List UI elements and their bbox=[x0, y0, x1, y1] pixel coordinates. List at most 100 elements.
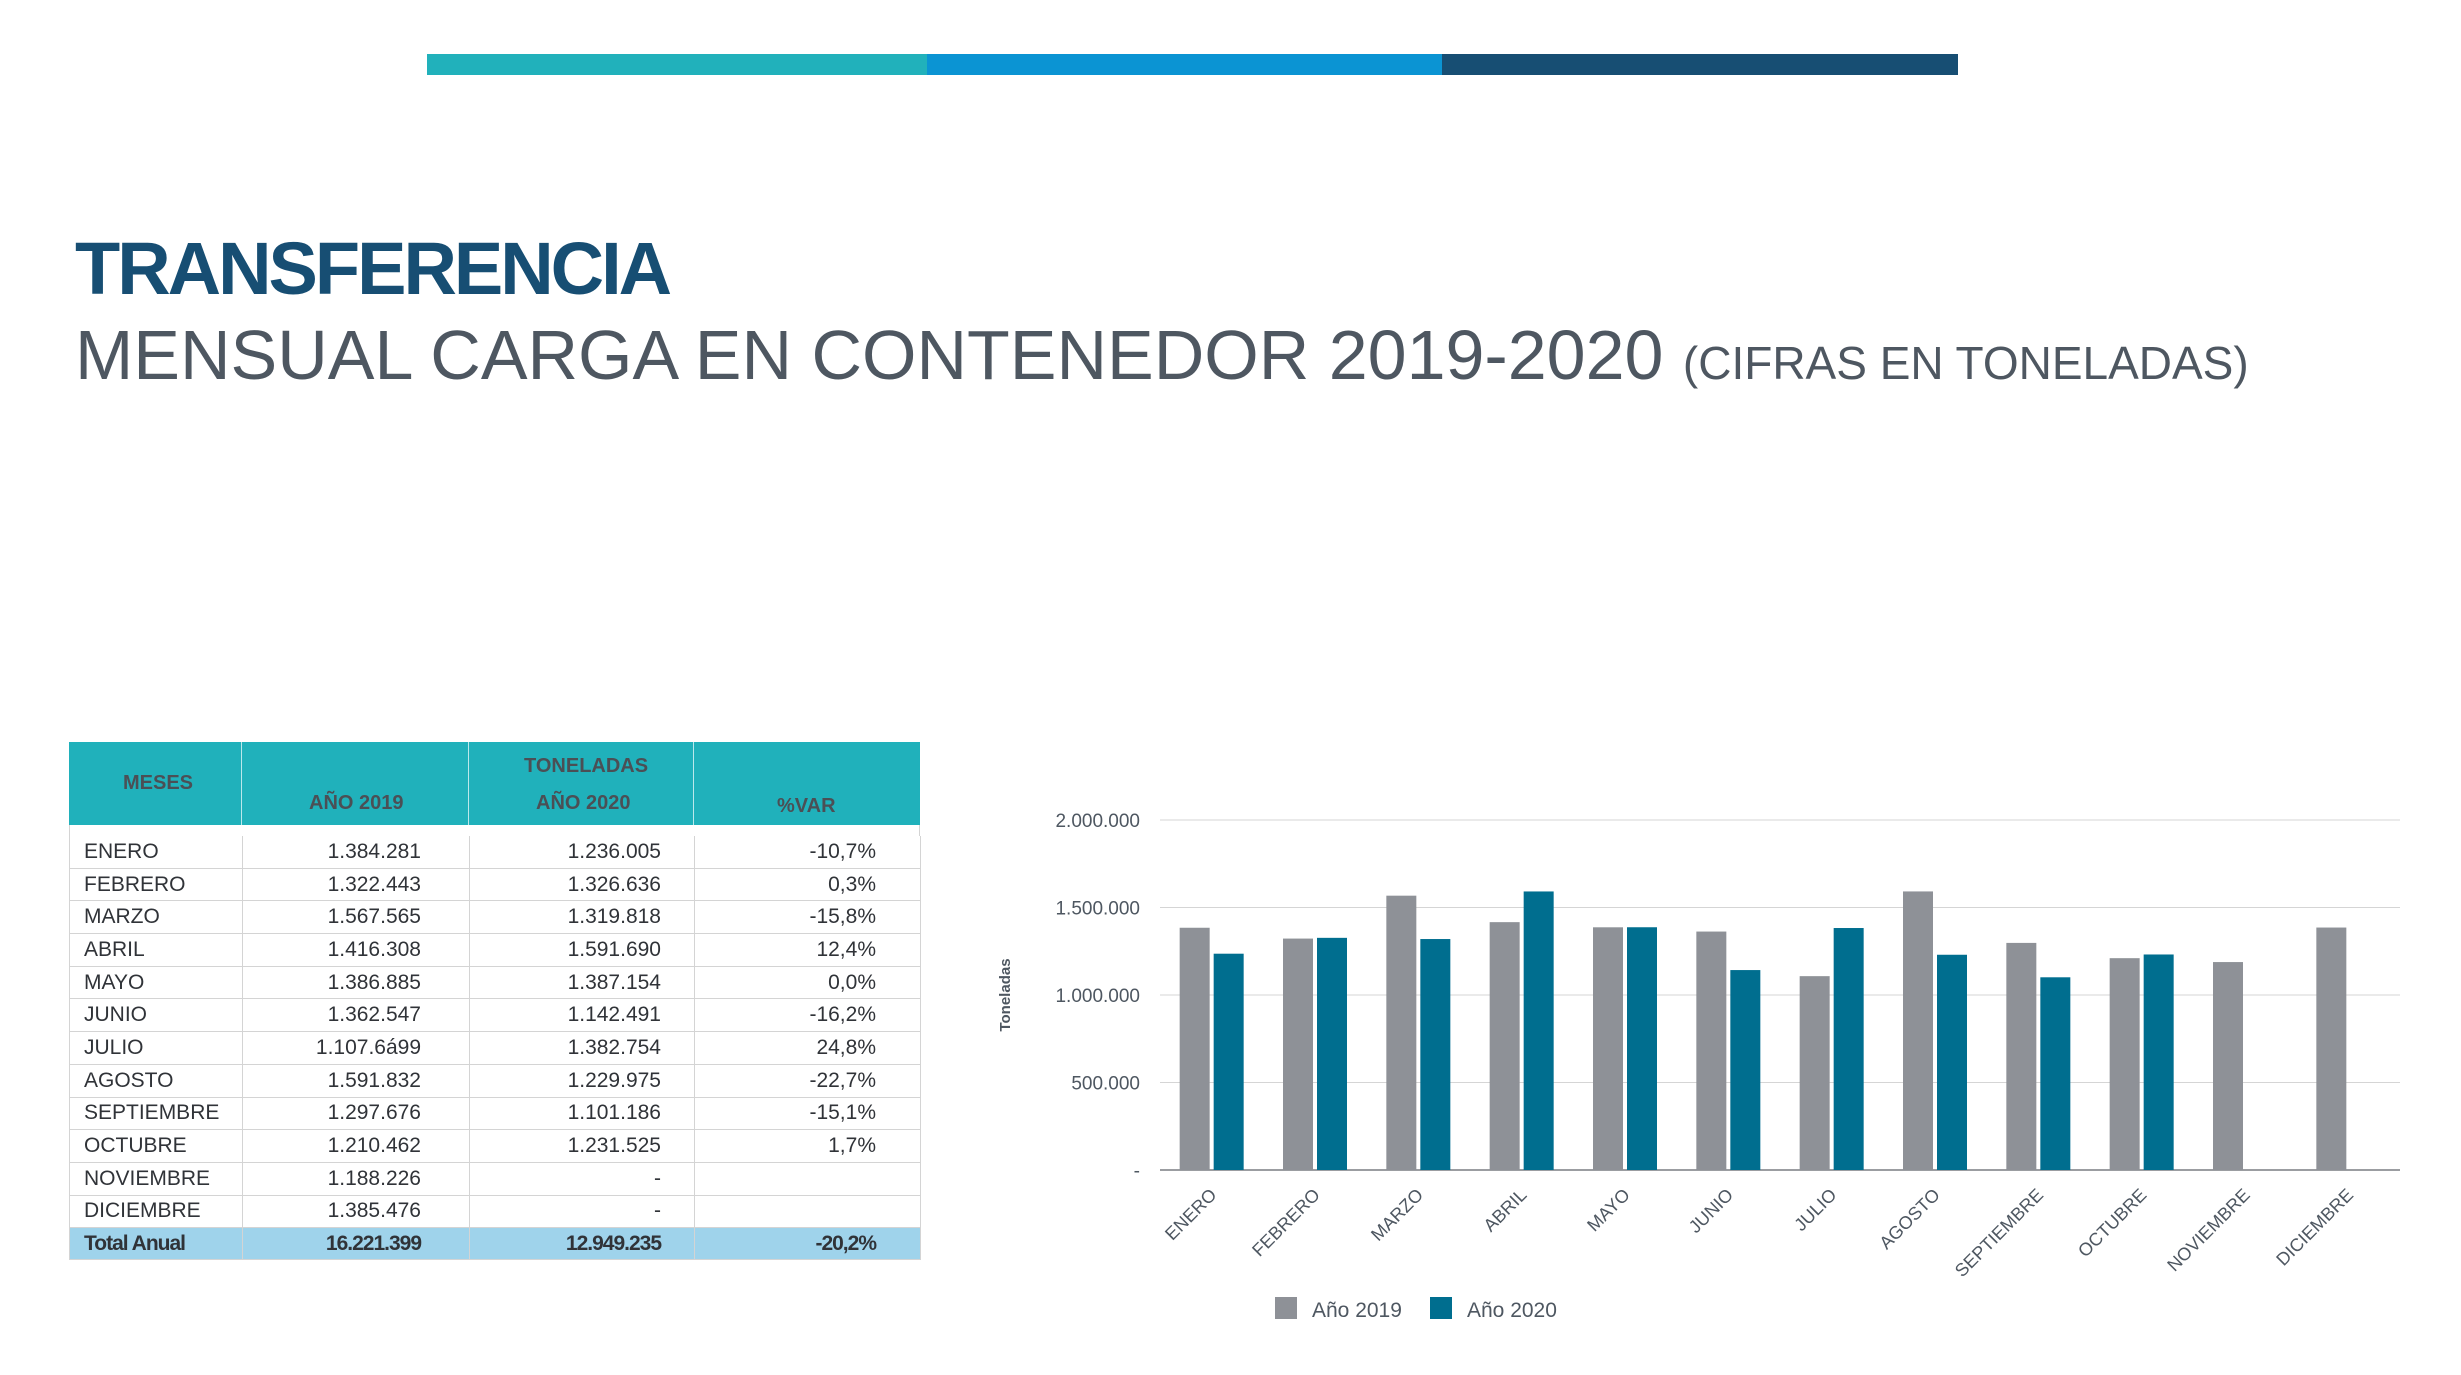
page-subtitle: MENSUAL CARGA EN CONTENEDOR 2019-2020 (C… bbox=[75, 320, 2249, 390]
bar-2020 bbox=[1523, 891, 1554, 1170]
table-row: MAYO 1.386.885 1.387.154 0,0% bbox=[69, 966, 921, 1000]
table-row: ENERO 1.384.281 1.236.005 -10,7% bbox=[69, 836, 921, 869]
x-tick-label: OCTUBRE bbox=[2074, 1185, 2150, 1261]
color-bar-teal bbox=[427, 54, 927, 75]
table-row: DICIEMBRE 1.385.476- bbox=[69, 1195, 921, 1229]
cell-total-2020: 12.949.235 bbox=[469, 1227, 695, 1261]
y-tick-label: 1.500.000 bbox=[1055, 899, 1140, 920]
bar-2020 bbox=[1213, 953, 1244, 1170]
cell-mes: FEBRERO bbox=[69, 868, 243, 902]
legend-swatch bbox=[1275, 1297, 1297, 1319]
cell-total-2019: 16.221.399 bbox=[242, 1227, 470, 1261]
cell-2019: 1.386.885 bbox=[242, 966, 470, 1000]
table-body: ENERO 1.384.281 1.236.005 -10,7% FEBRERO 1.32… bbox=[69, 836, 921, 1261]
cell-2019: 1.567.565 bbox=[242, 900, 470, 935]
x-tick-label: ENERO bbox=[1161, 1185, 1220, 1244]
table-row: AGOSTO 1.591.832 1.229.975 -22,7% bbox=[69, 1064, 921, 1098]
cell-var: -15,8% bbox=[694, 900, 921, 935]
x-tick-label: JUNIO bbox=[1685, 1185, 1737, 1237]
cell-var: 0,3% bbox=[694, 868, 921, 902]
table-row: ABRIL 1.416.308 1.591.690 12,4% bbox=[69, 933, 921, 967]
cell-2020: - bbox=[469, 1195, 695, 1229]
x-tick-label: NOVIEMBRE bbox=[2163, 1185, 2254, 1276]
bar-2020 bbox=[2143, 954, 2174, 1170]
bar-2020 bbox=[1833, 928, 1864, 1170]
y-tick-label: 1.000.000 bbox=[1055, 986, 1140, 1007]
cell-2019: 1.385.476 bbox=[242, 1195, 470, 1229]
cell-mes: SEPTIEMBRE bbox=[69, 1097, 243, 1131]
cell-2020: 1.229.975 bbox=[469, 1064, 695, 1098]
bar-2019 bbox=[1386, 895, 1417, 1170]
cell-mes: ABRIL bbox=[69, 933, 243, 967]
bar-2019 bbox=[1696, 931, 1727, 1170]
bar-2019 bbox=[1489, 922, 1520, 1170]
cell-total-var: -20,2% bbox=[694, 1227, 921, 1261]
cell-2020: 1.319.818 bbox=[469, 900, 695, 935]
data-table: MESES TONELADAS AÑO 2019 AÑO 2020 %VAR E… bbox=[69, 742, 921, 1261]
table-row: FEBRERO 1.322.443 1.326.636 0,3% bbox=[69, 868, 921, 902]
cell-2020: 1.326.636 bbox=[469, 868, 695, 902]
header-toneladas: TONELADAS bbox=[524, 755, 649, 777]
cell-2019: 1.416.308 bbox=[242, 933, 470, 967]
top-color-bar bbox=[427, 54, 1958, 75]
cell-mes: OCTUBRE bbox=[69, 1129, 243, 1163]
table-row: SEPTIEMBRE 1.297.676 1.101.186 -15,1% bbox=[69, 1097, 921, 1131]
table-row: MARZO 1.567.565 1.319.818 -15,8% bbox=[69, 900, 921, 935]
x-tick-label: ABRIL bbox=[1480, 1185, 1531, 1236]
y-tick-label: - bbox=[1134, 1161, 1140, 1182]
header-var: %VAR bbox=[777, 795, 836, 817]
color-bar-navy bbox=[1442, 54, 1958, 75]
bar-2019 bbox=[1799, 976, 1830, 1170]
subtitle-units: (CIFRAS EN TONELADAS) bbox=[1682, 337, 2249, 389]
bar-2020 bbox=[1937, 954, 1967, 1170]
legend-swatch bbox=[1430, 1297, 1452, 1319]
cell-var: -16,2% bbox=[694, 998, 921, 1033]
y-tick-label: 2.000.000 bbox=[1055, 811, 1140, 832]
cell-2020: - bbox=[469, 1162, 695, 1196]
cell-2019: 1.591.832 bbox=[242, 1064, 470, 1098]
cell-mes: DICIEMBRE bbox=[69, 1195, 243, 1229]
table-header: MESES TONELADAS AÑO 2019 AÑO 2020 %VAR bbox=[69, 742, 920, 825]
cell-mes: NOVIEMBRE bbox=[69, 1162, 243, 1196]
subtitle-main: MENSUAL CARGA EN CONTENEDOR 2019-2020 bbox=[75, 316, 1664, 394]
table-row: JULIO 1.107.6á99 1.382.754 24,8% bbox=[69, 1031, 921, 1065]
cell-mes: ENERO bbox=[69, 836, 243, 869]
bar-2019 bbox=[1179, 927, 1210, 1170]
cell-2020: 1.236.005 bbox=[469, 836, 695, 869]
bar-2020 bbox=[2040, 977, 2071, 1170]
bar-2019 bbox=[2109, 958, 2140, 1170]
x-tick-label: JULIO bbox=[1790, 1185, 1840, 1235]
header-2019: AÑO 2019 bbox=[309, 792, 404, 814]
cell-mes: MAYO bbox=[69, 966, 243, 1000]
page-title: TRANSFERENCIA bbox=[75, 227, 672, 310]
table-total-row: Total Anual 16.221.399 12.949.235 -20,2% bbox=[69, 1227, 921, 1261]
cell-var: -15,1% bbox=[694, 1097, 921, 1131]
legend-label: Año 2020 bbox=[1467, 1299, 1557, 1322]
bar-2019 bbox=[2316, 927, 2347, 1170]
table-row: JUNIO 1.362.547 1.142.491 -16,2% bbox=[69, 998, 921, 1033]
color-bar-blue bbox=[927, 54, 1442, 75]
cell-mes: MARZO bbox=[69, 900, 243, 935]
bar-2020 bbox=[1420, 939, 1451, 1170]
cell-var: 1,7% bbox=[694, 1129, 921, 1163]
cell-2019: 1.107.6á99 bbox=[242, 1031, 470, 1065]
bar-2020 bbox=[1730, 970, 1761, 1170]
bar-chart: - 500.000 1.000.000 1.500.000 2.000.000 Tonel… bbox=[997, 811, 2400, 1322]
cell-var: 0,0% bbox=[694, 966, 921, 1000]
cell-var: 12,4% bbox=[694, 933, 921, 967]
cell-2019: 1.362.547 bbox=[242, 998, 470, 1033]
cell-2020: 1.382.754 bbox=[469, 1031, 695, 1065]
cell-2019: 1.322.443 bbox=[242, 868, 470, 902]
bar-2019 bbox=[1593, 927, 1623, 1170]
cell-2019: 1.384.281 bbox=[242, 836, 470, 869]
cell-2019: 1.210.462 bbox=[242, 1129, 470, 1163]
cell-mes: JULIO bbox=[69, 1031, 243, 1065]
cell-2020: 1.387.154 bbox=[469, 966, 695, 1000]
cell-2020: 1.101.186 bbox=[469, 1097, 695, 1131]
cell-total-label: Total Anual bbox=[69, 1227, 243, 1261]
cell-2019: 1.188.226 bbox=[242, 1162, 470, 1196]
bar-2019 bbox=[1903, 891, 1933, 1170]
x-tick-label: AGOSTO bbox=[1875, 1185, 1943, 1253]
x-tick-label: MARZO bbox=[1367, 1185, 1427, 1245]
x-tick-label: FEBRERO bbox=[1248, 1185, 1324, 1261]
